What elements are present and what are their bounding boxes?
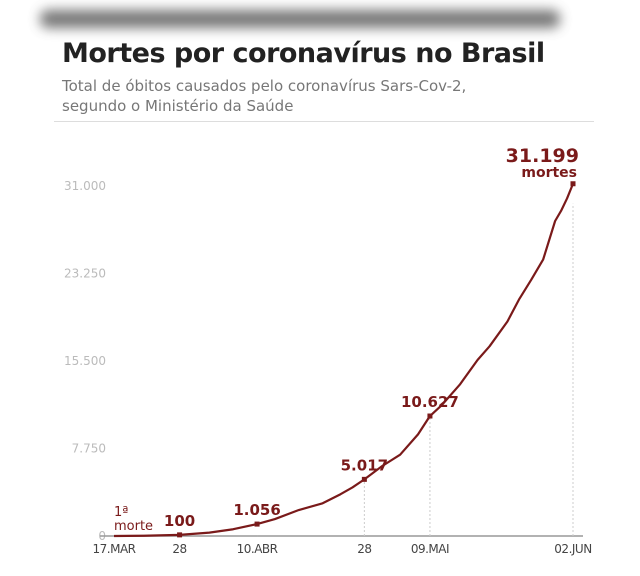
data-label-final: 31.199 (506, 145, 579, 167)
data-point-marker (177, 532, 183, 538)
title-divider (54, 121, 594, 122)
data-label: 100 (164, 512, 195, 530)
annotation-first-death-label: morte (114, 519, 153, 534)
x-tick-label: 17.MAR (93, 542, 136, 556)
data-label: 10.627 (401, 393, 459, 411)
x-tick-label: 28 (357, 542, 371, 556)
annotation-first-death: 1ª (114, 505, 128, 520)
data-point-marker (361, 476, 367, 482)
x-tick-label: 02.JUN (554, 542, 591, 556)
chart-subtitle: Total de óbitos causados pelo coronavíru… (62, 76, 542, 116)
y-tick-label: 31.000 (64, 179, 106, 193)
data-point-marker (570, 181, 576, 187)
y-tick-label: 23.250 (64, 267, 106, 281)
data-label-final-unit: mortes (521, 165, 577, 181)
data-label: 5.017 (341, 456, 388, 474)
x-tick-label: 10.ABR (237, 542, 278, 556)
data-point-marker (254, 521, 260, 527)
y-tick-label: 15.500 (64, 354, 106, 368)
subtitle-line-2: segundo o Ministério da Saúde (62, 97, 294, 115)
x-tick-label: 09.MAI (411, 542, 449, 556)
data-point-marker (427, 413, 433, 419)
chart-title: Mortes por coronavírus no Brasil (62, 38, 545, 69)
data-label: 1.056 (233, 501, 280, 519)
blurred-header (40, 10, 560, 28)
x-tick-label: 28 (172, 542, 186, 556)
y-tick-label: 7.750 (72, 442, 106, 456)
series-line-mortes (113, 183, 575, 538)
subtitle-line-1: Total de óbitos causados pelo coronavíru… (62, 77, 467, 95)
